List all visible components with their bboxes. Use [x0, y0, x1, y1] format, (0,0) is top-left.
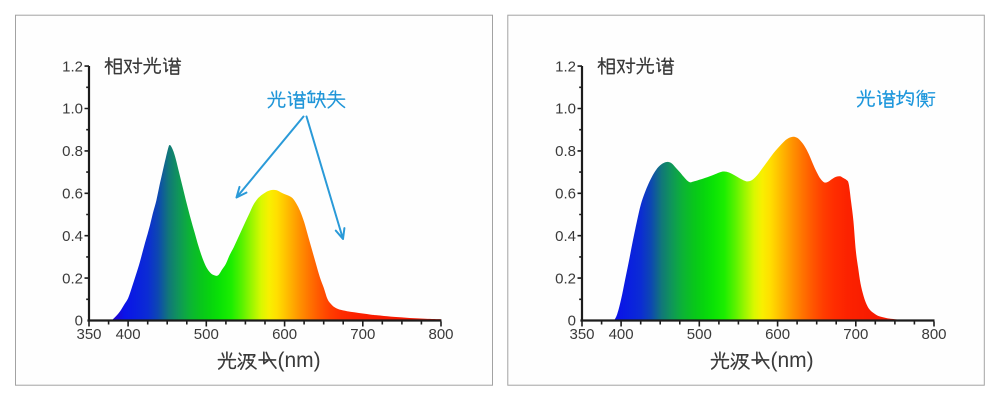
svg-text:500: 500: [194, 326, 219, 343]
svg-text:0.4: 0.4: [62, 228, 83, 245]
svg-text:350: 350: [569, 326, 594, 343]
svg-text:700: 700: [350, 326, 375, 343]
svg-text:1.0: 1.0: [62, 101, 83, 118]
svg-text:0.4: 0.4: [555, 228, 576, 245]
svg-text:0: 0: [75, 313, 83, 330]
svg-text:0.6: 0.6: [62, 186, 83, 203]
svg-text:0.8: 0.8: [62, 143, 83, 160]
svg-text:500: 500: [687, 326, 712, 343]
svg-text:0.2: 0.2: [62, 270, 83, 287]
svg-text:400: 400: [609, 326, 634, 343]
svg-text:800: 800: [921, 326, 946, 343]
svg-text:700: 700: [843, 326, 868, 343]
svg-text:1.0: 1.0: [555, 101, 576, 118]
svg-text:400: 400: [116, 326, 141, 343]
svg-text:0.8: 0.8: [555, 143, 576, 160]
svg-text:350: 350: [76, 326, 101, 343]
svg-text:(nm): (nm): [771, 349, 814, 372]
svg-text:0.6: 0.6: [555, 186, 576, 203]
svg-text:800: 800: [428, 326, 453, 343]
svg-text:0: 0: [568, 313, 576, 330]
svg-text:0.2: 0.2: [555, 270, 576, 287]
svg-text:600: 600: [765, 326, 790, 343]
svg-text:(nm): (nm): [278, 349, 321, 372]
svg-text:600: 600: [272, 326, 297, 343]
svg-text:1.2: 1.2: [62, 58, 83, 75]
svg-text:1.2: 1.2: [555, 58, 576, 75]
